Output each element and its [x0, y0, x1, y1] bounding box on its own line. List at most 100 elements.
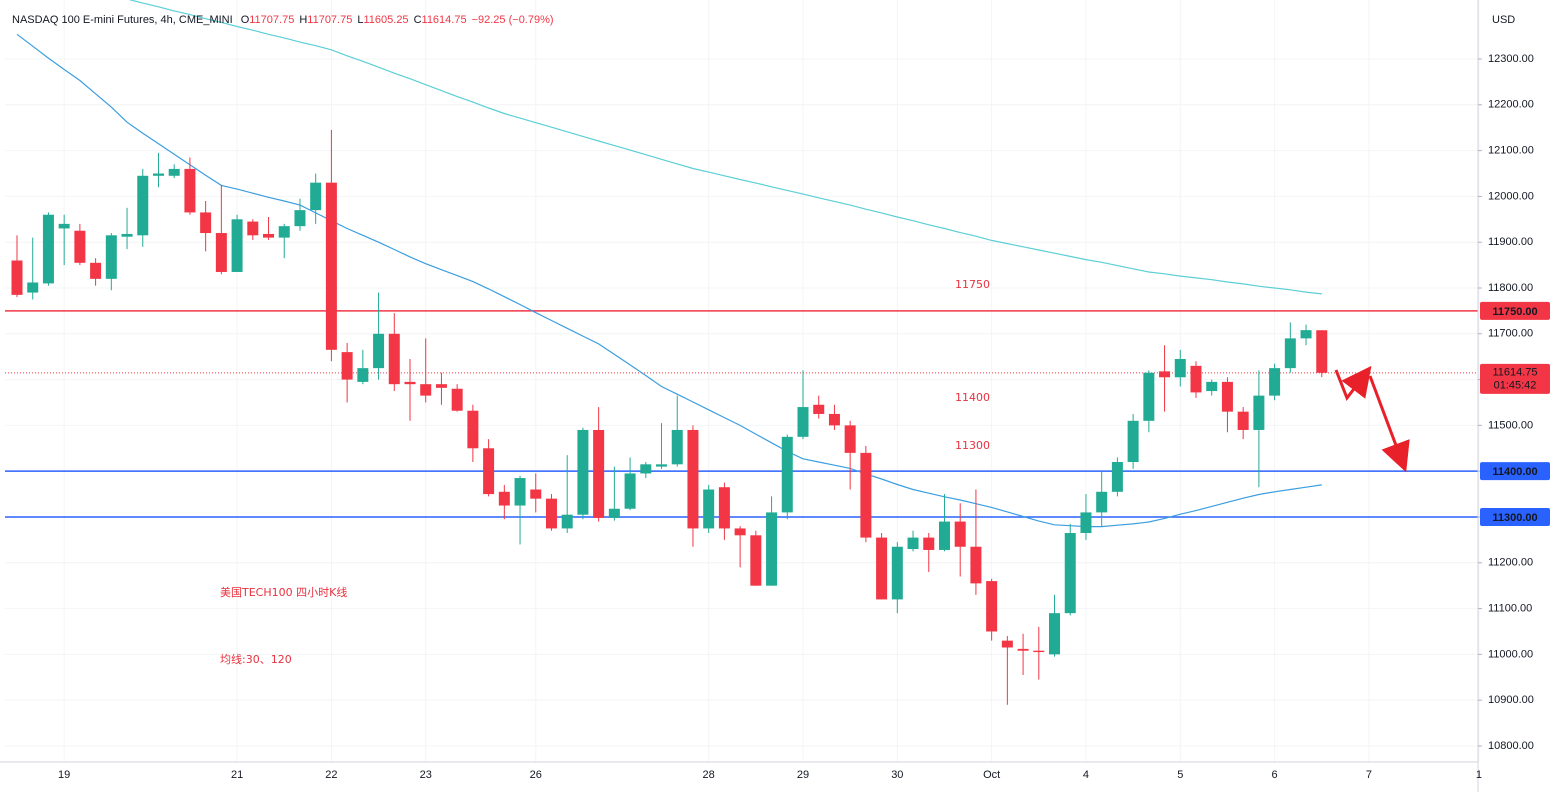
candle-body: [844, 425, 856, 453]
candle-body: [1017, 648, 1029, 651]
candle-body: [467, 410, 479, 449]
candle-body: [561, 514, 573, 529]
candle-body: [577, 429, 589, 515]
legend-key: O: [241, 14, 250, 26]
y-tick-label: 10900.00: [1488, 694, 1534, 706]
annotation: 11750: [955, 278, 990, 291]
candle-body: [483, 448, 495, 495]
candle-body: [750, 535, 762, 586]
candle-body: [121, 233, 133, 237]
candle-body: [828, 413, 840, 426]
candle-body: [168, 168, 180, 176]
last-price-tag: [1480, 363, 1550, 394]
candle-body: [105, 235, 117, 279]
candle-body: [1064, 533, 1076, 614]
legend-value: 11614.75: [422, 14, 467, 26]
y-tick-label: 10800.00: [1488, 740, 1534, 752]
y-tick-label: 12100.00: [1488, 145, 1534, 157]
candle-body: [357, 368, 369, 382]
x-tick-label: 22: [325, 769, 337, 781]
candle-body: [1080, 512, 1092, 534]
candle-body: [734, 528, 746, 536]
candle-body: [451, 388, 463, 411]
x-tick-label: 23: [420, 769, 432, 781]
legend-value: 11707.75: [249, 14, 294, 26]
candle-body: [1033, 650, 1045, 653]
candle-body: [1237, 411, 1249, 430]
x-tick-label: 29: [797, 769, 809, 781]
x-tick-label: 4: [1083, 769, 1089, 781]
candle-body: [1174, 358, 1186, 378]
candle-body: [1190, 365, 1202, 393]
price-tag-label: 11300.00: [1492, 512, 1537, 524]
annotation: 11400: [955, 391, 990, 404]
axes: 10800.00 10900.00 11000.00 11100.00 11200.00…: [58, 53, 1550, 781]
candle-body: [593, 429, 605, 518]
candle-body: [640, 464, 652, 474]
chart-header: NASDAQ 100 E-mini Futures, 4h, CME_MINI O…: [12, 14, 554, 26]
candle-body: [687, 429, 699, 529]
candle-body: [231, 219, 243, 272]
candle-body: [278, 226, 290, 238]
candle-body: [703, 489, 715, 529]
annotation: 美国TECH100 四小时K线: [220, 585, 347, 599]
candle-body: [1143, 372, 1155, 421]
candle-body: [1049, 613, 1061, 655]
x-tick-label: 6: [1272, 769, 1278, 781]
annotation: 11300: [955, 439, 990, 452]
candle-body: [797, 407, 809, 437]
y-tick-label: 11000.00: [1488, 648, 1533, 660]
candle-body: [27, 282, 39, 293]
candle-body: [152, 173, 164, 176]
candle-body: [247, 221, 259, 236]
candle-body: [184, 168, 196, 213]
y-tick-label: 11700.00: [1488, 328, 1533, 340]
y-tick-label: 11800.00: [1488, 282, 1533, 294]
candle-body: [970, 546, 982, 584]
y-tick-label: 12000.00: [1488, 190, 1534, 202]
plot-area: [5, 0, 1478, 705]
candle-body: [74, 230, 86, 263]
x-tick-label: 5: [1177, 769, 1183, 781]
candle-body: [514, 478, 526, 506]
y-tick-label: 11200.00: [1488, 557, 1533, 569]
candle-body: [1206, 381, 1218, 392]
candle-body: [656, 464, 668, 467]
candle-body: [373, 333, 385, 369]
candle-body: [215, 233, 227, 272]
candle-body: [1159, 371, 1171, 378]
price-tag: [1480, 462, 1550, 481]
candle-body: [1001, 640, 1013, 648]
arrow: [1368, 375, 1410, 473]
legend-key: H: [299, 14, 307, 26]
candle-body: [1096, 491, 1108, 513]
legend-key: L: [357, 14, 363, 26]
y-tick-label: 11900.00: [1488, 236, 1533, 248]
title: NASDAQ 100 E-mini Futures, 4h, CME_MINI: [12, 14, 233, 26]
candle-body: [938, 521, 950, 550]
moving-average-line: [16, 33, 1322, 528]
price-tag-label: 11400.00: [1492, 466, 1537, 478]
candle-body: [341, 352, 353, 380]
candle-body: [766, 512, 778, 586]
candle-body: [891, 546, 903, 600]
candle-body: [923, 537, 935, 550]
trend-arrows: [1334, 365, 1410, 473]
x-tick-label: 19: [58, 769, 70, 781]
candle-body: [1111, 462, 1123, 492]
y-tick-label: 12200.00: [1488, 99, 1534, 111]
candle-body: [1300, 330, 1312, 339]
annotation: 均线:30、120: [220, 652, 292, 666]
candle-body: [718, 487, 730, 529]
price-tag-label: 11750.00: [1492, 306, 1537, 318]
candle-body: [58, 223, 70, 229]
candle-body: [876, 537, 888, 600]
candle-body: [1316, 330, 1328, 373]
candle-body: [1269, 368, 1281, 396]
x-tick-label: 26: [530, 769, 542, 781]
countdown-label: 01:45:42: [1494, 380, 1537, 392]
candle-body: [781, 436, 793, 513]
price-tag: [1480, 507, 1550, 526]
candle-body: [200, 212, 212, 234]
